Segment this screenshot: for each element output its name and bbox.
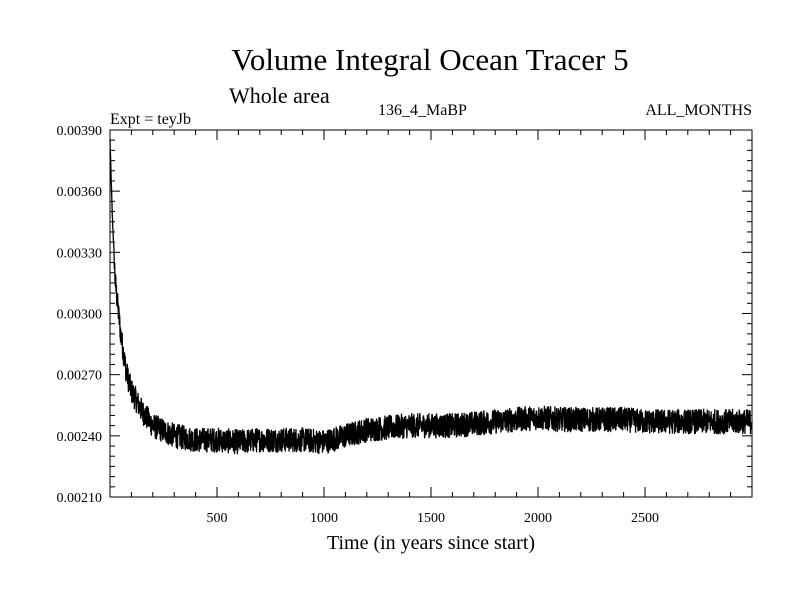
- x-tick-label: 1500: [417, 511, 445, 526]
- y-axis: 0.00210 0.00240 0.00270 0.00300 0.00330 0.003…: [57, 124, 752, 506]
- x-axis-label: Time (in years since start): [327, 532, 535, 554]
- x-axis: 500 1000 1500 2000 2500: [130, 130, 732, 526]
- x-tick-label: 1000: [310, 511, 338, 526]
- y-tick-label: 0.00300: [57, 308, 103, 323]
- chart-title: Volume Integral Ocean Tracer 5: [231, 42, 628, 77]
- run-label: 136_4_MaBP: [378, 102, 467, 119]
- chart-subtitle: Whole area: [229, 83, 330, 108]
- x-tick-label: 500: [207, 511, 228, 526]
- y-tick-label: 0.00330: [57, 246, 103, 261]
- x-tick-label: 2000: [524, 511, 552, 526]
- y-tick-label: 0.00390: [57, 124, 103, 139]
- series-line: [109, 139, 753, 455]
- season-label: ALL_MONTHS: [645, 102, 752, 119]
- y-tick-label: 0.00360: [57, 185, 103, 200]
- experiment-label: Expt = teyJb: [110, 111, 191, 128]
- y-tick-label: 0.00270: [57, 369, 103, 384]
- plot-area: 0.00210 0.00240 0.00270 0.00300 0.00330 0.003…: [57, 124, 753, 526]
- y-tick-label: 0.00210: [57, 491, 103, 506]
- x-tick-label: 2500: [631, 511, 659, 526]
- y-tick-label: 0.00240: [57, 430, 103, 445]
